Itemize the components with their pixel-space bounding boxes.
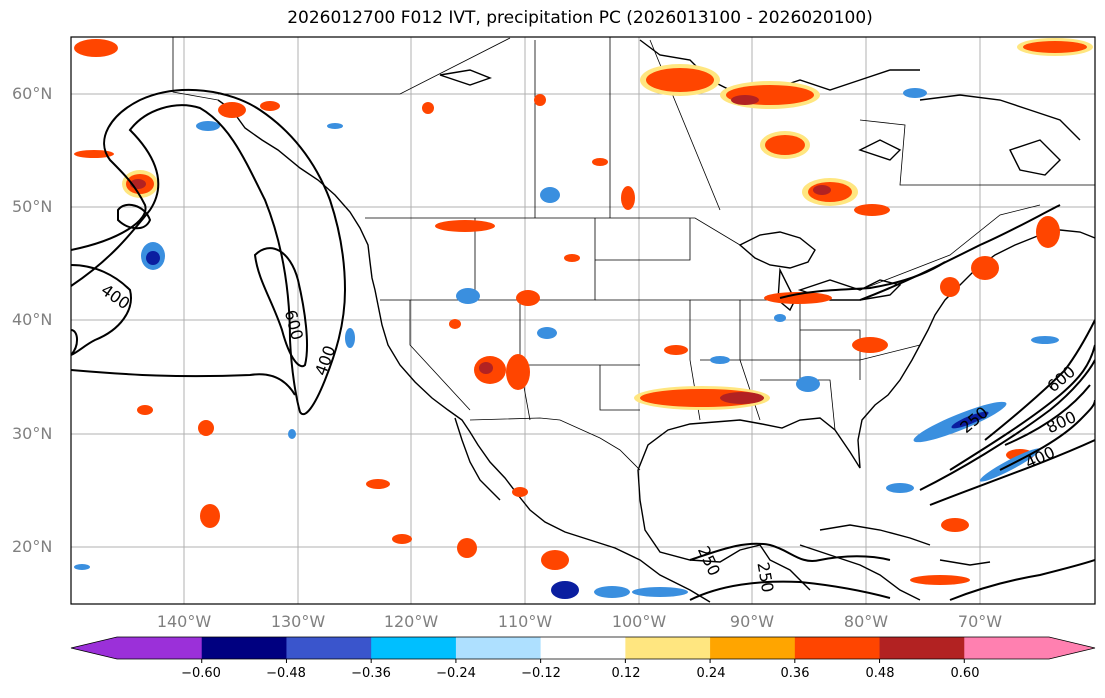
colorbar-bin bbox=[371, 637, 457, 659]
colorbar-tick-label: −0.48 bbox=[266, 666, 306, 681]
colorbar-tick-label: 0.36 bbox=[780, 666, 810, 681]
colorbar-bin bbox=[879, 637, 965, 659]
colorbar-tick-label: −0.24 bbox=[436, 666, 476, 681]
colorbar-bin bbox=[117, 637, 203, 659]
colorbar-tick-label: −0.36 bbox=[351, 666, 391, 681]
positive-anomalies bbox=[74, 38, 1093, 585]
precip-shading bbox=[74, 38, 1093, 599]
lon-label-130w: 130°W bbox=[270, 612, 326, 631]
colorbar-tick-label: 0.60 bbox=[950, 666, 980, 681]
colorbar-tick-label: −0.60 bbox=[181, 666, 221, 681]
lat-label-30n: 30°N bbox=[12, 424, 53, 443]
colorbar-bin bbox=[710, 637, 796, 659]
ivt-contour-labels: 400 600 400 250 600 800 400 250 250 bbox=[98, 280, 1080, 594]
lon-label-90w: 90°W bbox=[729, 612, 775, 631]
colorbar-bin bbox=[964, 637, 1050, 659]
colorbar-bin bbox=[625, 637, 711, 659]
lon-label-100w: 100°W bbox=[611, 612, 667, 631]
colorbar-bin bbox=[540, 637, 626, 659]
colorbar-tick-label: −0.12 bbox=[521, 666, 561, 681]
negative-anomalies bbox=[74, 88, 1059, 599]
colorbar-bin bbox=[794, 637, 881, 659]
lat-label-50n: 50°N bbox=[12, 197, 53, 216]
colorbar-bin bbox=[201, 637, 287, 659]
lon-label-120w: 120°W bbox=[383, 612, 439, 631]
colorbar-tick-label: 0.48 bbox=[865, 666, 895, 681]
lat-label-20n: 20°N bbox=[12, 537, 53, 556]
lon-label-110w: 110°W bbox=[497, 612, 553, 631]
lat-label-40n: 40°N bbox=[12, 310, 53, 329]
lon-label-70w: 70°W bbox=[957, 612, 1003, 631]
colorbar-tick-label: 0.24 bbox=[696, 666, 726, 681]
map-title: 2026012700 F012 IVT, precipitation PC (2… bbox=[287, 8, 873, 28]
colorbar-frame bbox=[70, 636, 1096, 660]
lon-label-80w: 80°W bbox=[843, 612, 889, 631]
colorbar-over-extend bbox=[1049, 637, 1095, 659]
colorbar-under-extend bbox=[71, 637, 117, 659]
map-frame bbox=[70, 36, 1096, 605]
lat-label-60n: 60°N bbox=[12, 84, 53, 103]
lon-label-140w: 140°W bbox=[156, 612, 212, 631]
colorbar-bin bbox=[286, 637, 372, 659]
ivt-contours bbox=[71, 89, 1095, 601]
colorbar-bin bbox=[455, 637, 542, 659]
colorbar-tick-label: 0.12 bbox=[611, 666, 641, 681]
